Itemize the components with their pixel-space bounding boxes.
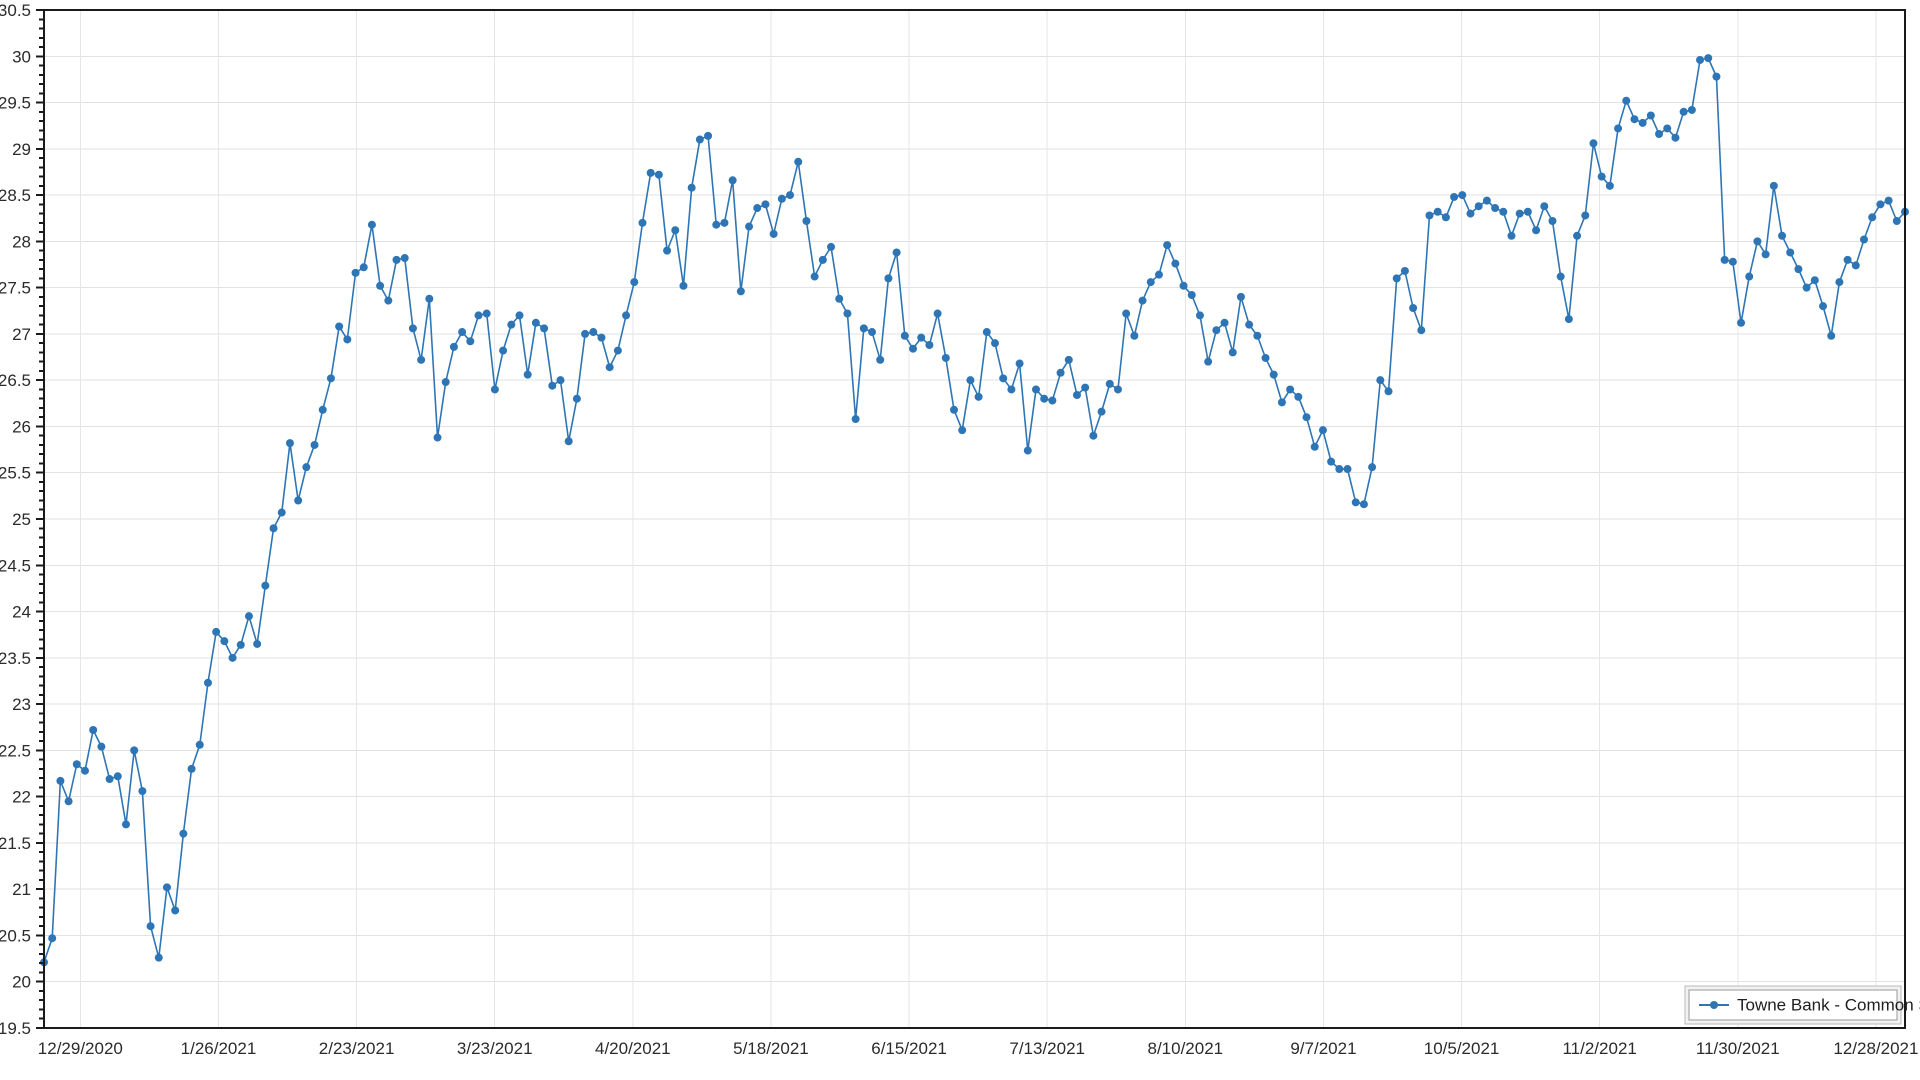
y-tick-label: 19.5 bbox=[0, 1019, 31, 1038]
y-tick-label: 24 bbox=[12, 603, 31, 622]
y-tick-label: 29.5 bbox=[0, 94, 31, 113]
y-tick-label: 23 bbox=[12, 695, 31, 714]
vertical-gridlines bbox=[79, 10, 1877, 1028]
y-tick-label: 26.5 bbox=[0, 371, 31, 390]
x-tick-label: 2/23/2021 bbox=[319, 1039, 395, 1058]
y-tick-label: 22.5 bbox=[0, 741, 31, 760]
y-tick-label: 25.5 bbox=[0, 464, 31, 483]
y-tick-label: 26 bbox=[12, 417, 31, 436]
x-tick-label: 8/10/2021 bbox=[1147, 1039, 1223, 1058]
series-markers-0 bbox=[40, 54, 1909, 967]
series-line-0[interactable] bbox=[43, 57, 1906, 964]
legend-label: Towne Bank - Common Stock bbox=[1737, 995, 1920, 1014]
y-tick-label: 28.5 bbox=[0, 186, 31, 205]
series-group bbox=[40, 54, 1909, 967]
x-tick-label: 4/20/2021 bbox=[595, 1039, 671, 1058]
y-tick-label: 28 bbox=[12, 232, 31, 251]
y-tick-label: 20 bbox=[12, 973, 31, 992]
y-tick-label: 30 bbox=[12, 47, 31, 66]
x-tick-label: 12/28/2021 bbox=[1833, 1039, 1918, 1058]
x-tick-label: 11/30/2021 bbox=[1696, 1039, 1780, 1058]
y-tick-label: 22 bbox=[12, 788, 31, 807]
legend-swatch-marker bbox=[1710, 1001, 1718, 1009]
y-tick-label: 24.5 bbox=[0, 556, 31, 575]
y-tick-label: 23.5 bbox=[0, 649, 31, 668]
x-tick-label: 12/29/2020 bbox=[38, 1039, 123, 1058]
y-tick-label: 20.5 bbox=[0, 926, 31, 945]
x-tick-label: 6/15/2021 bbox=[871, 1039, 947, 1058]
x-tick-label: 10/5/2021 bbox=[1424, 1039, 1500, 1058]
y-tick-label: 27 bbox=[12, 325, 31, 344]
y-axis: 30.5 30 29.5 29 28.5 28 27.5 27 26.5 26 25.5 25 24.5… bbox=[0, 1, 45, 1038]
x-tick-label: 9/7/2021 bbox=[1290, 1039, 1356, 1058]
horizontal-gridlines bbox=[44, 9, 1905, 1029]
x-tick-label: 3/23/2021 bbox=[457, 1039, 533, 1058]
y-tick-label: 25 bbox=[12, 510, 31, 529]
legend[interactable]: Towne Bank - Common Stock bbox=[1684, 985, 1920, 1025]
y-tick-label: 21.5 bbox=[0, 834, 31, 853]
x-tick-label: 11/2/2021 bbox=[1562, 1039, 1636, 1058]
x-tick-label: 5/18/2021 bbox=[733, 1039, 809, 1058]
y-tick-label: 27.5 bbox=[0, 279, 31, 298]
x-tick-label: 7/13/2021 bbox=[1009, 1039, 1085, 1058]
x-axis: 12/29/2020 1/26/2021 2/23/2021 3/23/2021 4/2… bbox=[38, 1039, 1919, 1058]
x-tick-label: 1/26/2021 bbox=[181, 1039, 257, 1058]
y-tick-label: 21 bbox=[12, 880, 31, 899]
y-tick-label: 29 bbox=[12, 140, 31, 159]
y-tick-label: 30.5 bbox=[0, 1, 31, 20]
